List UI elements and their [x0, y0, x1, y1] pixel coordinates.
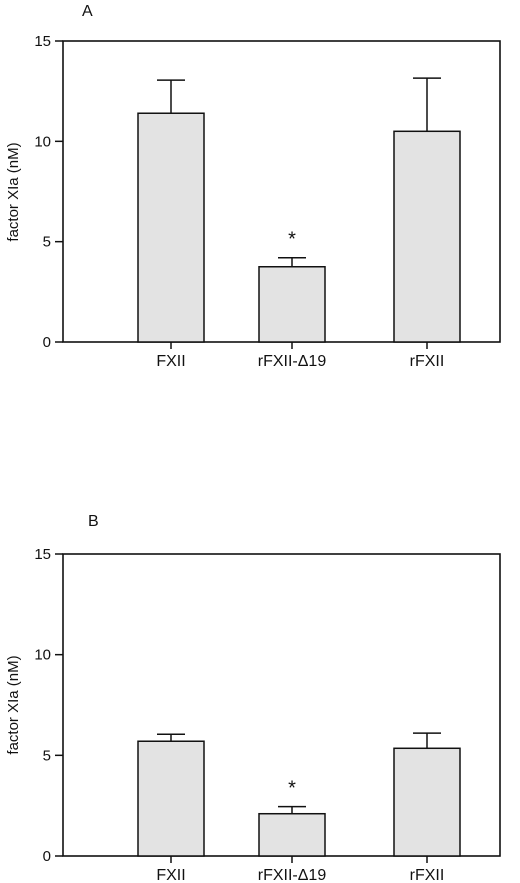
chart-panel-b: B factor XIa (nM) 0 5 10 15 FXII rFXII-Δ19 * rF…: [5, 513, 501, 883]
y-tick-label-a: 5: [43, 234, 51, 251]
bar-a: [137, 112, 205, 343]
panel-label-a: A: [82, 3, 93, 20]
plot-area-b: 0 5 10 15 FXII rFXII-Δ19 * rFXII: [34, 546, 461, 883]
bar-b: [393, 747, 461, 857]
category-label-b: rFXII: [410, 867, 445, 883]
panel-label-b: B: [88, 513, 99, 530]
bar-b: [137, 740, 205, 857]
plot-area-a: 0 5 10 15 FXII rFXII-Δ19 * rFXII: [34, 33, 461, 370]
y-tick-label-b: 0: [43, 848, 51, 865]
bar-b: [258, 812, 326, 857]
y-tick-label-a: 0: [43, 334, 51, 351]
y-axis-label-a: factor XIa (nM): [5, 142, 22, 241]
chart-panel-a: A factor XIa (nM) 0 5 10 15 FXII rFXII-Δ19 * rF…: [5, 3, 501, 370]
y-tick-label-b: 5: [43, 747, 51, 764]
category-label-b: rFXII-Δ19: [258, 867, 327, 883]
y-tick-label-b: 15: [34, 546, 51, 563]
significance-marker-b: *: [288, 778, 296, 800]
category-label-a: rFXII: [410, 353, 445, 370]
category-label-a: FXII: [156, 353, 185, 370]
y-tick-label-b: 10: [34, 647, 51, 664]
bar-a: [258, 266, 326, 343]
bar-a: [393, 130, 461, 343]
category-label-b: FXII: [156, 867, 185, 883]
significance-marker-a: *: [288, 229, 296, 251]
y-tick-label-a: 15: [34, 33, 51, 50]
y-axis-label-b: factor XIa (nM): [5, 655, 22, 754]
y-tick-label-a: 10: [34, 133, 51, 150]
category-label-a: rFXII-Δ19: [258, 353, 327, 370]
